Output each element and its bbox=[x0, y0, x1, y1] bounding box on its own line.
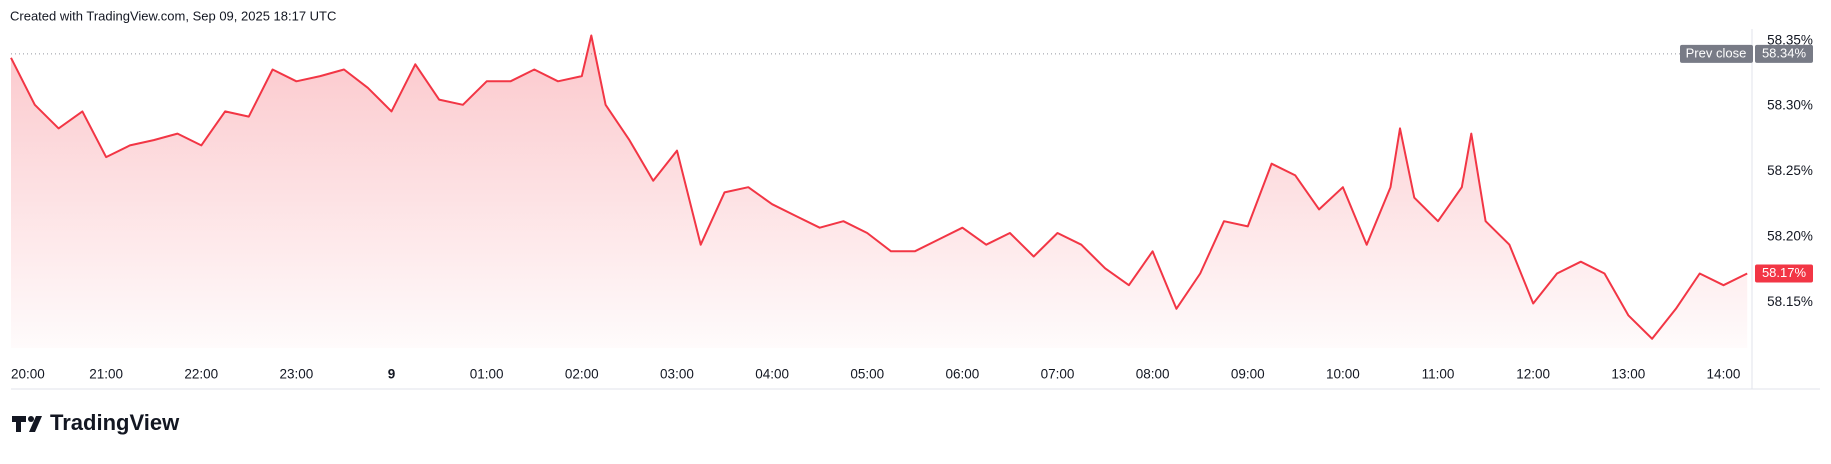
y-tick-label: 58.35% bbox=[1767, 32, 1813, 47]
x-tick-label: 20:00 bbox=[11, 367, 45, 382]
x-tick-label: 01:00 bbox=[470, 367, 504, 382]
x-tick-label: 02:00 bbox=[565, 367, 599, 382]
y-tick-label: 58.20% bbox=[1767, 228, 1813, 243]
prev-close-value-badge bbox=[1755, 44, 1813, 63]
x-tick-label: 07:00 bbox=[1041, 367, 1075, 382]
x-tick-label: 08:00 bbox=[1136, 367, 1170, 382]
x-tick-label: 10:00 bbox=[1326, 367, 1360, 382]
x-tick-label: 11:00 bbox=[1422, 367, 1455, 382]
x-tick-label: 09:00 bbox=[1231, 367, 1265, 382]
x-tick-label: 14:00 bbox=[1707, 367, 1741, 382]
area bbox=[11, 35, 1748, 348]
header: Created with TradingView.com, Sep 09, 20… bbox=[10, 8, 336, 23]
x-tick-label: 06:00 bbox=[945, 367, 979, 382]
logo bbox=[12, 416, 42, 432]
brand: TradingView bbox=[50, 410, 180, 435]
x-tick-label: 21:00 bbox=[89, 367, 123, 382]
x-tick-label: 22:00 bbox=[184, 367, 218, 382]
x-tick-label: 12:00 bbox=[1516, 367, 1550, 382]
last-value-label: 58.17% bbox=[1762, 265, 1807, 280]
prev-close-value: 58.34% bbox=[1762, 45, 1807, 60]
y-tick-label: 58.30% bbox=[1767, 98, 1813, 113]
last-value-badge bbox=[1755, 264, 1813, 283]
x-tick-label: 04:00 bbox=[755, 367, 789, 382]
x-tick-label: 03:00 bbox=[660, 367, 694, 382]
x-tick-label: 13:00 bbox=[1611, 367, 1645, 382]
x-tick-label: 05:00 bbox=[850, 367, 884, 382]
line bbox=[10, 34, 1748, 340]
y-tick-label: 58.15% bbox=[1767, 294, 1813, 309]
y-tick-label: 58.25% bbox=[1767, 163, 1813, 178]
x-tick-label: 23:00 bbox=[280, 367, 314, 382]
prev-close-label: Prev close bbox=[1686, 45, 1747, 60]
x-tick-label: 9 bbox=[388, 367, 396, 382]
prev-close-badge bbox=[1680, 44, 1753, 63]
